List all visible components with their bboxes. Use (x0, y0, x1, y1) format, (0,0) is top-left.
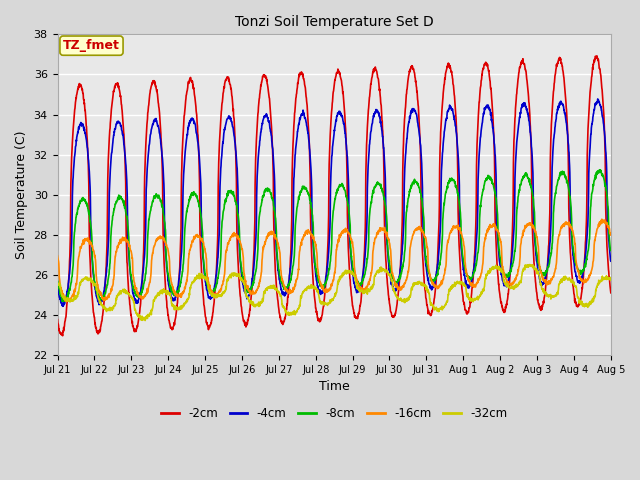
-2cm (495, 287, 503, 292)
-16cm (558, 224, 566, 229)
-8cm (558, 170, 566, 176)
-4cm (594, 96, 602, 102)
-16cm (54, 253, 61, 259)
-16cm (351, 263, 358, 269)
-8cm (495, 248, 503, 253)
Title: Tonzi Soil Temperature Set D: Tonzi Soil Temperature Set D (235, 15, 433, 29)
-16cm (208, 288, 216, 294)
Line: -32cm: -32cm (58, 264, 611, 321)
-32cm (141, 318, 149, 324)
-4cm (573, 278, 581, 284)
-32cm (495, 264, 503, 269)
-2cm (54, 317, 61, 323)
-4cm (607, 258, 614, 264)
-16cm (495, 232, 503, 238)
-32cm (362, 290, 370, 296)
Line: -4cm: -4cm (58, 99, 611, 306)
Line: -16cm: -16cm (58, 219, 611, 301)
Line: -2cm: -2cm (58, 56, 611, 336)
-4cm (54, 283, 61, 289)
-32cm (526, 262, 534, 267)
-8cm (607, 248, 614, 253)
-32cm (54, 280, 61, 286)
-16cm (67, 299, 74, 304)
-2cm (558, 63, 566, 69)
-2cm (607, 290, 614, 296)
-2cm (593, 53, 600, 59)
-16cm (362, 284, 370, 290)
-32cm (607, 277, 614, 283)
-32cm (351, 274, 358, 279)
-4cm (558, 101, 566, 107)
Text: TZ_fmet: TZ_fmet (63, 39, 120, 52)
-4cm (351, 279, 358, 285)
-16cm (573, 265, 581, 271)
Y-axis label: Soil Temperature (C): Soil Temperature (C) (15, 131, 28, 259)
-4cm (59, 303, 67, 309)
X-axis label: Time: Time (319, 380, 349, 393)
-32cm (559, 276, 566, 282)
-16cm (598, 216, 605, 222)
-2cm (208, 314, 216, 320)
-16cm (607, 232, 614, 238)
-8cm (596, 167, 604, 173)
-4cm (495, 254, 503, 260)
Legend: -2cm, -4cm, -8cm, -16cm, -32cm: -2cm, -4cm, -8cm, -16cm, -32cm (156, 403, 512, 425)
-2cm (362, 151, 370, 156)
-8cm (351, 272, 358, 277)
-32cm (208, 293, 216, 299)
-8cm (54, 278, 61, 284)
-8cm (208, 289, 216, 295)
-2cm (59, 333, 67, 338)
-32cm (574, 295, 582, 300)
-8cm (573, 265, 581, 271)
-8cm (61, 299, 68, 304)
Line: -8cm: -8cm (58, 170, 611, 301)
-4cm (208, 292, 216, 298)
-8cm (362, 264, 370, 270)
-2cm (573, 304, 581, 310)
-2cm (351, 310, 358, 316)
-4cm (362, 234, 370, 240)
